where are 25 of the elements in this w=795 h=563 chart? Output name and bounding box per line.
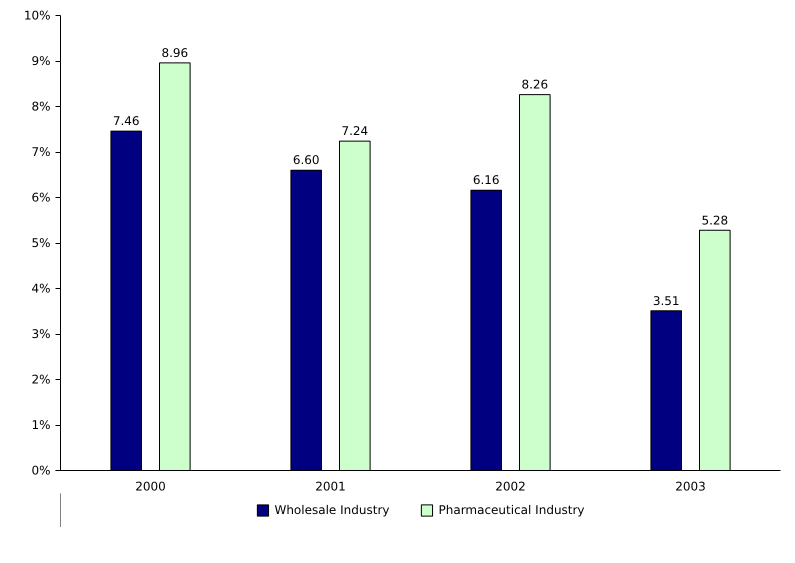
y-tick-label: 7%: [31, 145, 51, 159]
y-tick-label: 10%: [24, 8, 50, 22]
y-tick-label: 9%: [31, 54, 51, 68]
y-tick-label: 0%: [31, 464, 51, 478]
data-label: 6.60: [292, 153, 320, 168]
y-tick-label: 5%: [31, 236, 51, 250]
y-tick-label: 6%: [31, 190, 51, 204]
x-tick-label: 2000: [135, 480, 166, 494]
y-tick-label: 4%: [31, 282, 51, 296]
x-tick-label: 2003: [675, 480, 706, 494]
data-label: 5.28: [701, 213, 728, 228]
data-label: 7.24: [341, 124, 368, 138]
x-tick-label: 2001: [315, 480, 346, 494]
y-tick-label: 8%: [31, 100, 51, 114]
data-label: 8.96: [161, 46, 188, 60]
y-tick-label: 2%: [31, 372, 51, 386]
legend-label: Wholesale Industry: [274, 503, 390, 517]
data-label: 8.26: [521, 78, 548, 92]
data-label: 6.16: [472, 173, 500, 188]
y-tick-label: 3%: [31, 327, 51, 341]
data-label: 3.51: [652, 294, 680, 308]
x-tick-label: 2002: [495, 480, 526, 494]
y-tick-label: 1%: [31, 418, 51, 432]
data-label: 7.46: [112, 114, 140, 128]
legend-label: Pharmaceutical Industry: [438, 503, 585, 517]
